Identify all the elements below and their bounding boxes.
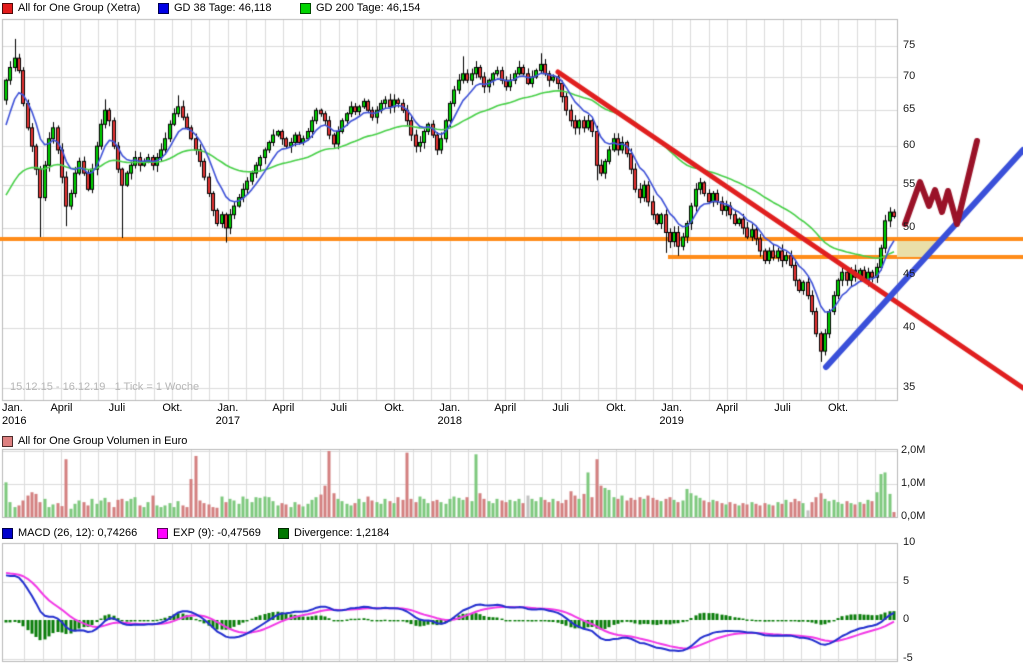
price-axis-tick: 60 (903, 139, 916, 151)
x-axis-month-label: Okt. (162, 402, 183, 414)
series-label-divergence: Divergence: 1,2184 (294, 527, 390, 539)
series-swatch-divergence (278, 527, 289, 539)
series-label-price: All for One Group (Xetra) (18, 2, 141, 14)
x-axis-month-label: Jan. (439, 402, 461, 414)
x-axis-year-label: 2017 (215, 415, 241, 427)
x-axis-month-label: Okt. (606, 402, 627, 414)
series-label-exp: EXP (9): -0,47569 (173, 527, 261, 539)
x-axis-month-label: Juli (552, 402, 569, 414)
volume-axis-tick: 2,0M (901, 444, 926, 456)
x-axis-year-label: 2018 (437, 415, 462, 427)
series-label-volume: All for One Group Volumen in Euro (18, 435, 188, 447)
price-axis-tick: 35 (903, 381, 916, 393)
series-label-gd200: GD 200 Tage: 46,154 (316, 2, 421, 14)
series-swatch-macd (2, 527, 13, 539)
series-swatch-gd200 (300, 2, 311, 14)
price-axis-tick: 40 (903, 321, 916, 333)
x-axis-year-label: 2016 (2, 415, 27, 427)
x-axis-year-label: 2019 (659, 415, 684, 427)
volume-legend: All for One Group Volumen in Euro (0, 434, 1023, 448)
x-axis-month-label: Juli (108, 402, 126, 414)
price-axis-tick: 45 (903, 268, 916, 280)
x-axis-month-label: April (716, 402, 739, 414)
price-axis-tick: 70 (903, 70, 916, 82)
x-axis-month-label: Jan. (661, 402, 683, 414)
period-watermark: 15.12.15 - 16.12.19 1 Tick = 1 Woche (10, 381, 200, 393)
main-chart-legend: All for One Group (Xetra) GD 38 Tage: 46… (0, 1, 1023, 15)
price-axis-tick: 55 (903, 178, 916, 190)
series-swatch-price (2, 2, 13, 14)
x-axis-month-label: April (494, 402, 517, 414)
volume-axis-tick: 0,0M (901, 510, 926, 522)
macd-axis-tick: 10 (903, 536, 916, 548)
series-swatch-volume (2, 435, 13, 447)
macd-axis-tick: -5 (903, 652, 913, 664)
x-axis-month-label: Juli (774, 402, 791, 414)
series-label-macd: MACD (26, 12): 0,74266 (18, 527, 138, 539)
x-axis-month-label: Okt. (384, 402, 405, 414)
x-axis-month-label: Okt. (827, 402, 849, 414)
price-axis-tick: 50 (903, 221, 916, 233)
macd-axis-tick: 0 (903, 613, 910, 625)
series-label-gd38: GD 38 Tage: 46,118 (174, 2, 272, 14)
macd-legend: MACD (26, 12): 0,74266 EXP (9): -0,47569… (0, 526, 1023, 540)
x-axis-month-label: Juli (330, 402, 348, 414)
volume-axis-tick: 1,0M (901, 477, 926, 489)
price-axis-tick: 75 (903, 39, 916, 51)
macd-axis-tick: 5 (903, 575, 910, 587)
x-axis-month-label: Jan. (217, 402, 239, 414)
x-axis-month-label: April (50, 402, 73, 414)
price-axis-tick: 65 (903, 103, 916, 115)
x-axis-month-label: April (272, 402, 295, 414)
series-swatch-exp (157, 527, 168, 539)
series-swatch-gd38 (158, 2, 169, 14)
x-axis-month-label: Jan. (2, 402, 23, 414)
